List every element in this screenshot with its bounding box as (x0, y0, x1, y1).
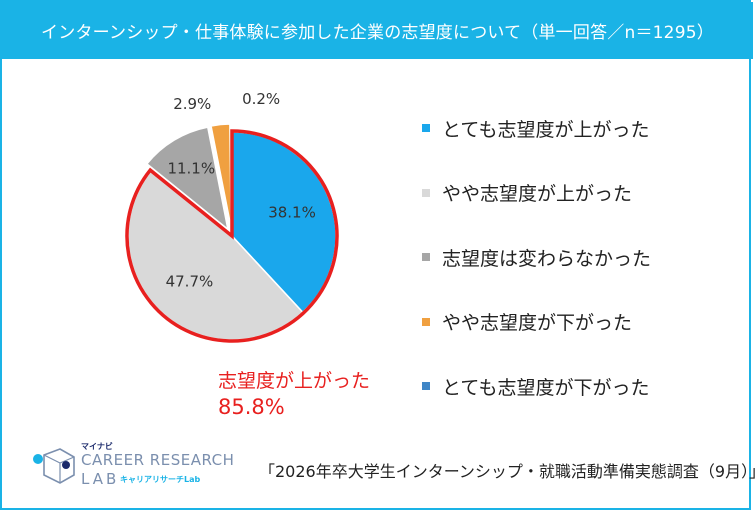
logo-mark-icon (33, 448, 75, 484)
legend-label: やや志望度が上がった (442, 183, 633, 205)
legend-swatch (422, 382, 430, 390)
legend-item: 志望度は変わらなかった (422, 247, 651, 270)
data-label: 47.7% (166, 273, 214, 291)
pie-slice (210, 123, 232, 229)
legend-label: 志望度は変わらなかった (442, 247, 652, 270)
legend-swatch (422, 188, 430, 197)
legend-item: やや志望度が上がった (422, 183, 651, 205)
highlight-value: 85.8% (218, 395, 285, 419)
logo-main-text: CAREER RESEARCH (81, 451, 235, 469)
logo-small-text: マイナビ (81, 442, 113, 451)
legend-swatch (422, 253, 430, 261)
highlight-outline (125, 129, 339, 343)
legend-item: やや志望度が下がった (422, 312, 651, 334)
data-label: 38.1% (268, 203, 316, 221)
pie-slice (145, 126, 229, 232)
legend-label: やや志望度が下がった (442, 312, 633, 334)
highlight-callout: 志望度が上がった 85.8% (218, 368, 370, 420)
highlight-label: 志望度が上がった (218, 370, 371, 392)
legend-swatch (422, 317, 430, 326)
legend-label: とても志望度が下がった (442, 376, 650, 399)
legend-label: とても志望度が上がった (442, 118, 650, 141)
data-label: 2.9% (173, 95, 211, 113)
logo-lab-text: LAB (81, 470, 120, 488)
legend-item: とても志望度が下がった (422, 376, 651, 399)
logo-kana-text: キャリアリサーチLab (120, 475, 201, 484)
career-research-lab-logo: マイナビ CAREER RESEARCH LAB キャリアリサーチLab (30, 441, 234, 491)
chart-title: インターンシップ・仕事体験に参加した企業の志望度について（単一回答／n＝1295… (2, 2, 753, 59)
source-note: 「2026年卒大学生インターンシップ・就職活動準備実態調査（9月）」 (259, 462, 755, 481)
legend-item: とても志望度が上がった (422, 118, 651, 141)
data-label: 11.1% (167, 160, 215, 178)
data-label: 0.2% (242, 90, 280, 108)
legend: とても志望度が上がった やや志望度が上がった 志望度は変わらなかった やや志望度… (422, 118, 651, 441)
legend-swatch (422, 124, 430, 132)
